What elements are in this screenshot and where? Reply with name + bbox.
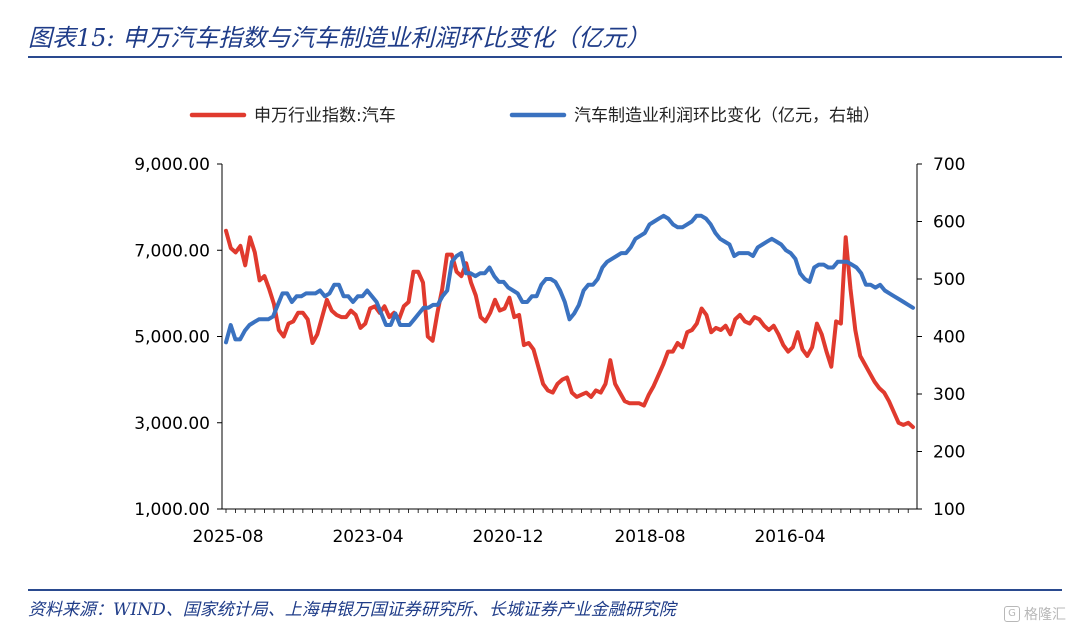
right-axis-tick-label: 400 <box>933 328 965 348</box>
source-rule <box>28 589 1062 591</box>
left-axis-tick-label: 5,000.00 <box>134 328 210 348</box>
right-axis-tick-label: 600 <box>933 213 965 233</box>
left-axis-tick-label: 1,000.00 <box>134 500 210 520</box>
x-axis-tick-label: 2018-08 <box>614 527 685 547</box>
left-axis-tick-label: 9,000.00 <box>134 155 210 175</box>
x-axis-tick-label: 2025-08 <box>192 527 263 547</box>
watermark-text: 格隆汇 <box>1024 607 1066 623</box>
g-logo-icon: G <box>1004 606 1020 622</box>
series-line-auto-index <box>224 228 915 430</box>
legend-label: 申万行业指数:汽车 <box>254 106 396 126</box>
series-line-profit-change <box>224 213 915 345</box>
title-rule <box>28 56 1062 58</box>
right-axis-tick-label: 700 <box>933 155 965 175</box>
dual-axis-line-chart: 1,000.00 3,000.00 5,000.00 7,000.00 9,000.00… <box>134 106 965 547</box>
right-axis-tick-label: 100 <box>933 500 965 520</box>
right-axis-tick-label: 200 <box>933 443 965 463</box>
source-note: 资料来源：WIND、国家统计局、上海申银万国证券研究所、长城证券产业金融研究院 <box>28 600 676 620</box>
x-axis-tick-label: 2020-12 <box>472 527 543 547</box>
right-axis-tick-label: 500 <box>933 270 965 290</box>
left-axis-tick-label: 3,000.00 <box>134 414 210 434</box>
x-axis-tick-label: 2023-04 <box>332 527 403 547</box>
figure-title: 图表15: 申万汽车指数与汽车制造业利润环比变化（亿元） <box>28 24 651 52</box>
legend-label: 汽车制造业利润环比变化（亿元，右轴） <box>574 106 880 126</box>
x-axis-tick-label: 2016-04 <box>754 527 825 547</box>
watermark: G 格隆汇 <box>1004 604 1066 624</box>
left-axis-tick-label: 7,000.00 <box>134 241 210 261</box>
right-axis-tick-label: 300 <box>933 385 965 405</box>
